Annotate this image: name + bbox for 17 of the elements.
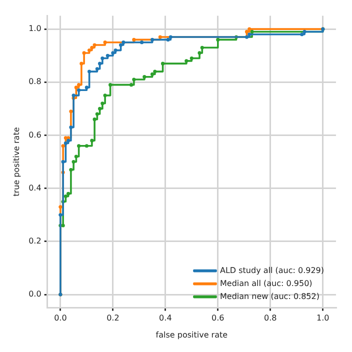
y-tick-label: 0.8 bbox=[28, 77, 42, 86]
legend-label: ALD study all (auc: 0.929) bbox=[220, 266, 324, 275]
legend-label: Median all (auc: 0.950) bbox=[220, 278, 312, 288]
y-tick-label: 0.0 bbox=[28, 290, 42, 299]
y-tick-label: 0.2 bbox=[28, 236, 42, 246]
x-tick-label: 0.0 bbox=[54, 314, 67, 323]
legend-label: Median new (auc: 0.852) bbox=[220, 292, 320, 301]
x-tick-label: 0.8 bbox=[264, 314, 277, 323]
y-tick-label: 0.4 bbox=[28, 183, 42, 192]
y-tick-label: 1.0 bbox=[28, 24, 42, 34]
x-axis-title: false positive rate bbox=[156, 330, 228, 340]
x-tick-label: 0.4 bbox=[159, 314, 172, 323]
y-tick-label: 0.6 bbox=[28, 130, 42, 140]
x-tick-label: 0.6 bbox=[212, 314, 224, 323]
y-axis-title: true positive rate bbox=[12, 127, 21, 196]
x-tick-label: 1.0 bbox=[316, 314, 330, 323]
x-tick-label: 0.2 bbox=[106, 314, 120, 323]
